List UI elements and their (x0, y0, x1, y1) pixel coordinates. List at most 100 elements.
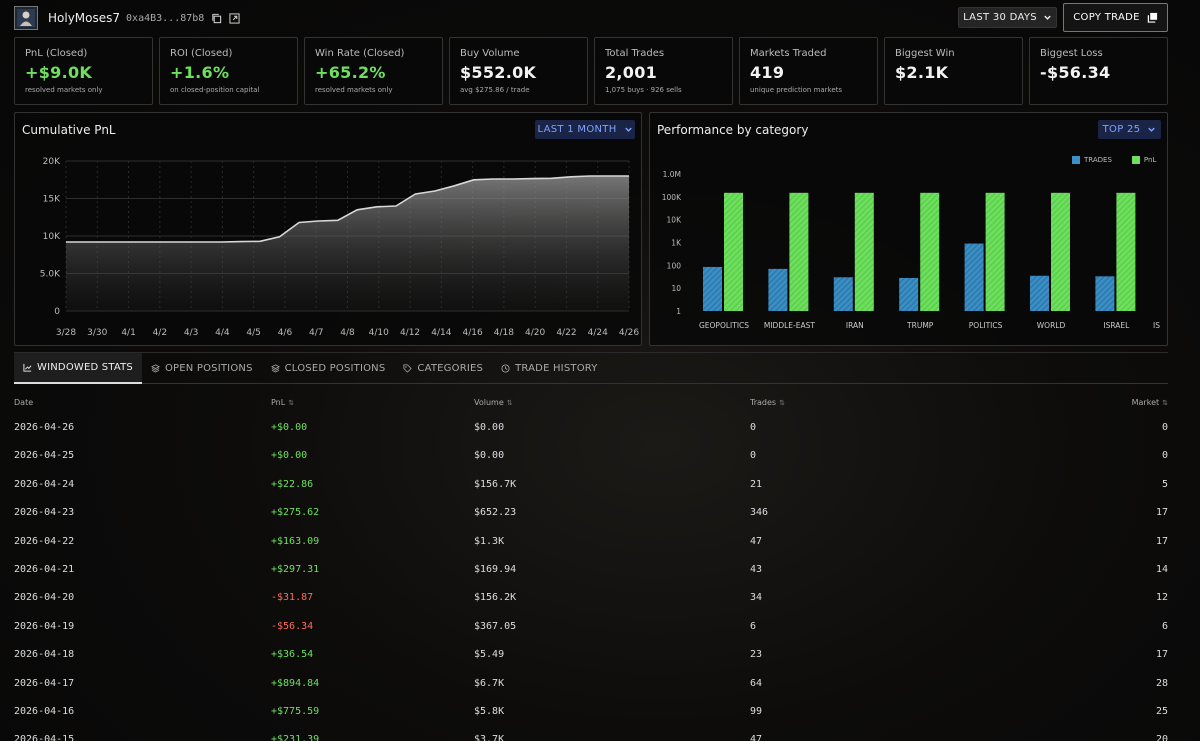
stat-value: $552.0K (460, 63, 537, 82)
bar-trades[interactable] (703, 266, 722, 311)
cell-markets: 17 (1155, 507, 1168, 519)
tab-categories[interactable]: CATEGORIES (394, 353, 492, 384)
detail-tabs: WINDOWED STATS OPEN POSITIONS CLOSED POS… (14, 352, 1168, 384)
y-tick-label: 10K (43, 232, 61, 242)
tab-closed-positions[interactable]: CLOSED POSITIONS (262, 353, 395, 384)
tab-windowed-stats[interactable]: WINDOWED STATS (14, 353, 142, 384)
x-tick-label: 3/28 (56, 328, 76, 338)
bar-pnl[interactable] (1051, 192, 1070, 311)
column-header-markets[interactable]: Market ⇅ (1131, 398, 1168, 407)
external-link-icon[interactable] (228, 12, 240, 24)
cell-date: 2026-04-16 (14, 705, 75, 717)
stat-label: PnL (Closed) (25, 48, 88, 59)
cell-trades: 99 (750, 705, 763, 717)
sort-icon: ⇅ (1162, 399, 1168, 407)
x-tick-label: 4/12 (400, 328, 420, 338)
cell-date: 2026-04-21 (14, 563, 75, 575)
cell-markets: 25 (1155, 705, 1168, 717)
y-tick-label: 0 (54, 307, 60, 317)
tab-open-positions[interactable]: OPEN POSITIONS (142, 353, 262, 384)
bar-trades[interactable] (1095, 276, 1115, 311)
cell-trades: 47 (750, 535, 763, 547)
category-label: WORLD (1037, 321, 1066, 330)
sort-icon: ⇅ (506, 399, 513, 407)
table-row[interactable]: 2026-04-26 +$0.00 $0.00 0 0 (14, 416, 1168, 444)
stat-card-markets-traded: Markets Traded 419 unique prediction mar… (739, 37, 878, 105)
top-n-dropdown[interactable]: TOP 25 (1098, 120, 1161, 139)
y-tick-label: 20K (43, 157, 61, 167)
bar-pnl[interactable] (789, 192, 809, 311)
stat-label: Biggest Win (895, 48, 955, 59)
tab-label: CLOSED POSITIONS (284, 363, 386, 374)
top-n-dropdown-label: TOP 25 (1102, 124, 1141, 135)
column-header-date[interactable]: Date (14, 398, 34, 407)
bar-pnl[interactable] (1116, 192, 1136, 311)
table-row[interactable]: 2026-04-25 +$0.00 $0.00 0 0 (14, 444, 1168, 472)
y-tick-label: 100 (667, 261, 682, 270)
column-header-pnl[interactable]: PnL ⇅ (271, 398, 295, 407)
cell-markets: 6 (1161, 620, 1168, 632)
bar-trades[interactable] (833, 277, 853, 311)
avatar[interactable] (14, 6, 38, 30)
cell-trades: 21 (750, 478, 763, 490)
bar-trades[interactable] (964, 243, 984, 311)
cell-volume: $156.7K (474, 478, 517, 490)
column-header-trades[interactable]: Trades ⇅ (750, 398, 785, 407)
cell-trades: 0 (750, 450, 757, 462)
tab-trade-history[interactable]: TRADE HISTORY (492, 353, 607, 384)
table-row[interactable]: 2026-04-18 +$36.54 $5.49 23 17 (14, 643, 1168, 671)
table-row[interactable]: 2026-04-23 +$275.62 $652.23 346 17 (14, 501, 1168, 529)
bar-pnl[interactable] (854, 192, 874, 311)
table-row[interactable]: 2026-04-16 +$775.59 $5.8K 99 25 (14, 700, 1168, 728)
layers-icon (150, 364, 160, 373)
sort-icon: ⇅ (288, 399, 295, 407)
cell-markets: 12 (1155, 592, 1168, 604)
cell-pnl: -$56.34 (271, 620, 314, 632)
time-range-dropdown[interactable]: LAST 30 DAYS (958, 7, 1057, 28)
cumulative-pnl-panel: Cumulative PnL LAST 1 MONTH 0 5.0K 10K 15K 2… (14, 112, 642, 346)
y-tick-label: 15K (43, 195, 61, 205)
y-tick-label: 5.0K (40, 270, 61, 280)
bar-pnl[interactable] (724, 192, 743, 311)
y-tick-label: 1K (671, 239, 682, 248)
bar-trades[interactable] (768, 268, 788, 311)
column-header-volume[interactable]: Volume ⇅ (474, 398, 513, 407)
table-row[interactable]: 2026-04-19 -$56.34 $367.05 6 6 (14, 615, 1168, 643)
x-tick-label: 4/1 (121, 328, 135, 338)
copy-icon[interactable] (210, 12, 222, 24)
category-label: GEOPOLITICS (699, 321, 749, 330)
table-row[interactable]: 2026-04-21 +$297.31 $169.94 43 14 (14, 558, 1168, 586)
category-label-overflow: IS (1153, 321, 1160, 330)
bar-pnl[interactable] (985, 192, 1005, 311)
table-row[interactable]: 2026-04-17 +$894.84 $6.7K 64 28 (14, 672, 1168, 700)
table-row[interactable]: 2026-04-15 +$231.39 $3.7K 47 20 (14, 728, 1168, 741)
legend-swatch-pnl (1131, 156, 1140, 164)
copy-trade-button[interactable]: COPY TRADE (1063, 3, 1168, 32)
y-tick-label: 10K (667, 216, 683, 225)
x-tick-label: 4/4 (215, 328, 230, 338)
cell-pnl: +$163.09 (271, 535, 320, 547)
cell-date: 2026-04-25 (14, 450, 75, 462)
table-row[interactable]: 2026-04-22 +$163.09 $1.3K 47 17 (14, 530, 1168, 558)
x-tick-label: 4/20 (525, 328, 545, 338)
bar-trades[interactable] (1030, 275, 1049, 311)
table-row[interactable]: 2026-04-24 +$22.86 $156.7K 21 5 (14, 473, 1168, 501)
x-tick-label: 4/7 (309, 328, 323, 338)
category-bar-chart: 1 10 100 1K 10K 100K 1.0M GEOPOLITICS MIDDLE-EAS… (662, 170, 1160, 330)
stat-card-win-rate: Win Rate (Closed) +65.2% resolved market… (304, 37, 443, 105)
bar-trades[interactable] (899, 277, 919, 311)
x-tick-label: 4/24 (588, 328, 608, 338)
table-row[interactable]: 2026-04-20 -$31.87 $156.2K 34 12 (14, 586, 1168, 614)
stat-value: 419 (750, 63, 785, 82)
period-dropdown[interactable]: LAST 1 MONTH (535, 120, 635, 139)
tag-icon (403, 364, 413, 373)
stat-label: Buy Volume (460, 48, 520, 59)
stat-sub: avg $275.86 / trade (460, 86, 530, 94)
stat-label: Biggest Loss (1040, 48, 1103, 59)
panel-title: Performance by category (657, 123, 809, 137)
stat-sub: 1,075 buys · 926 sells (605, 86, 682, 94)
x-tick-label: 4/3 (184, 328, 198, 338)
bar-pnl[interactable] (920, 192, 940, 311)
legend-label-trades: TRADES (1084, 156, 1112, 164)
y-tick-label: 100K (662, 193, 682, 202)
